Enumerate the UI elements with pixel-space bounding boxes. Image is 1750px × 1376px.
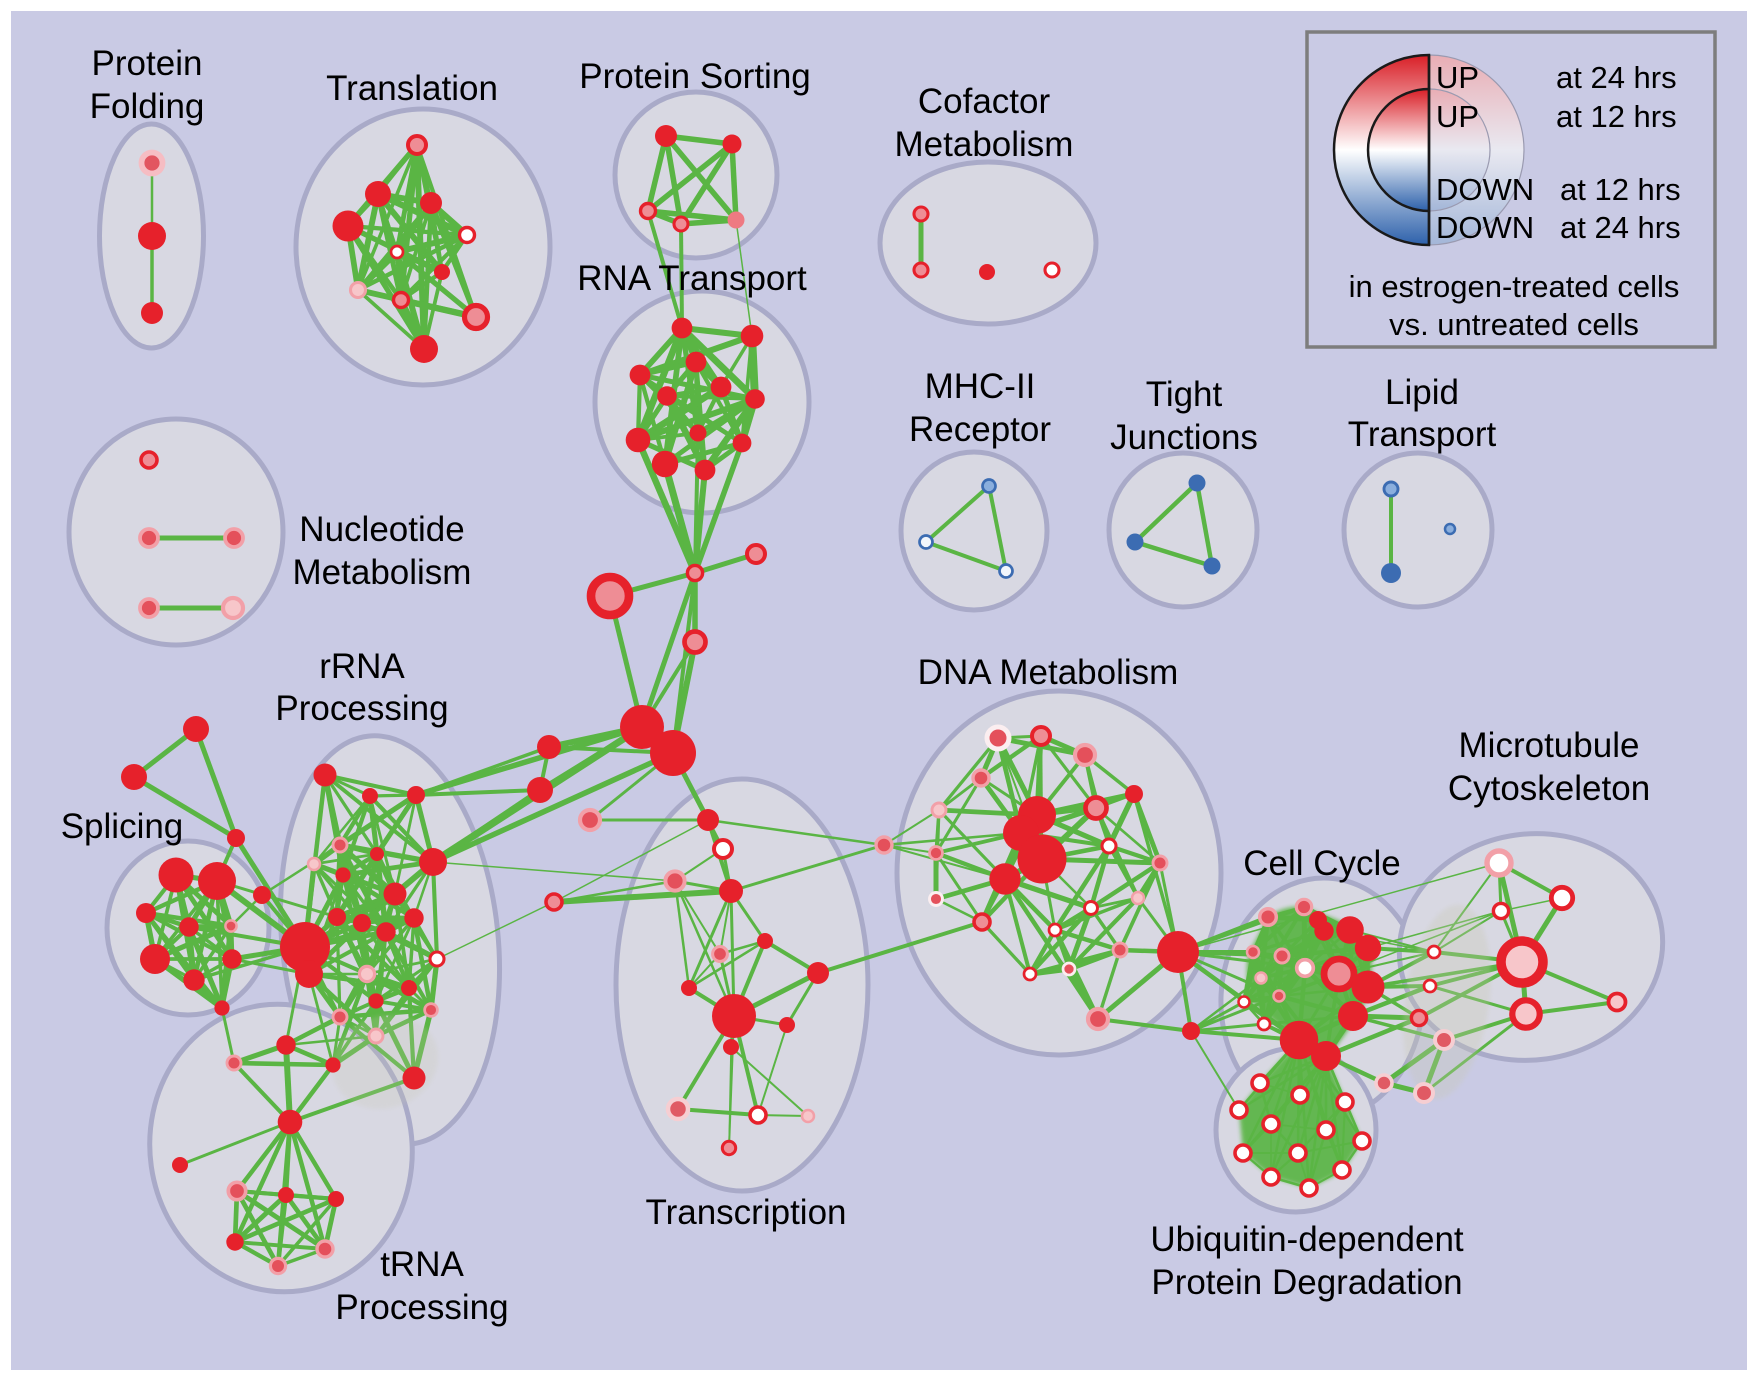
svg-text:DNA Metabolism: DNA Metabolism bbox=[918, 653, 1179, 692]
svg-text:Tight: Tight bbox=[1146, 375, 1223, 414]
svg-text:Cofactor: Cofactor bbox=[918, 82, 1051, 121]
svg-text:Metabolism: Metabolism bbox=[895, 125, 1074, 164]
svg-text:DOWN: DOWN bbox=[1436, 172, 1534, 207]
svg-text:Lipid: Lipid bbox=[1385, 373, 1459, 412]
svg-text:Microtubule: Microtubule bbox=[1459, 726, 1640, 765]
svg-text:Protein: Protein bbox=[92, 44, 203, 83]
svg-text:RNA Transport: RNA Transport bbox=[577, 259, 807, 298]
svg-text:in estrogen-treated cells: in estrogen-treated cells bbox=[1349, 269, 1680, 304]
svg-text:Nucleotide: Nucleotide bbox=[299, 510, 464, 549]
svg-text:at 24 hrs: at 24 hrs bbox=[1556, 60, 1677, 95]
svg-text:Translation: Translation bbox=[326, 69, 498, 108]
svg-text:vs. untreated cells: vs. untreated cells bbox=[1389, 307, 1639, 342]
svg-text:Junctions: Junctions bbox=[1110, 418, 1258, 457]
svg-text:rRNA: rRNA bbox=[319, 647, 405, 686]
svg-text:Cytoskeleton: Cytoskeleton bbox=[1448, 769, 1650, 808]
svg-text:Processing: Processing bbox=[275, 689, 448, 728]
svg-text:tRNA: tRNA bbox=[380, 1245, 464, 1284]
svg-text:Folding: Folding bbox=[90, 87, 205, 126]
svg-text:Transcription: Transcription bbox=[646, 1193, 847, 1232]
svg-text:MHC-II: MHC-II bbox=[925, 367, 1036, 406]
svg-text:DOWN: DOWN bbox=[1436, 210, 1534, 245]
svg-text:Protein Sorting: Protein Sorting bbox=[579, 57, 811, 96]
svg-text:Cell Cycle: Cell Cycle bbox=[1243, 844, 1401, 883]
svg-text:at 24 hrs: at 24 hrs bbox=[1560, 210, 1681, 245]
svg-text:at 12 hrs: at 12 hrs bbox=[1560, 172, 1681, 207]
svg-text:Protein Degradation: Protein Degradation bbox=[1151, 1263, 1462, 1302]
svg-text:Metabolism: Metabolism bbox=[293, 553, 472, 592]
svg-text:Processing: Processing bbox=[335, 1288, 508, 1327]
svg-text:Ubiquitin-dependent: Ubiquitin-dependent bbox=[1150, 1220, 1464, 1259]
svg-text:UP: UP bbox=[1436, 60, 1479, 95]
svg-text:Splicing: Splicing bbox=[61, 807, 184, 846]
svg-text:at 12 hrs: at 12 hrs bbox=[1556, 99, 1677, 134]
svg-text:UP: UP bbox=[1436, 99, 1479, 134]
svg-text:Transport: Transport bbox=[1348, 415, 1497, 454]
svg-text:Receptor: Receptor bbox=[909, 410, 1051, 449]
